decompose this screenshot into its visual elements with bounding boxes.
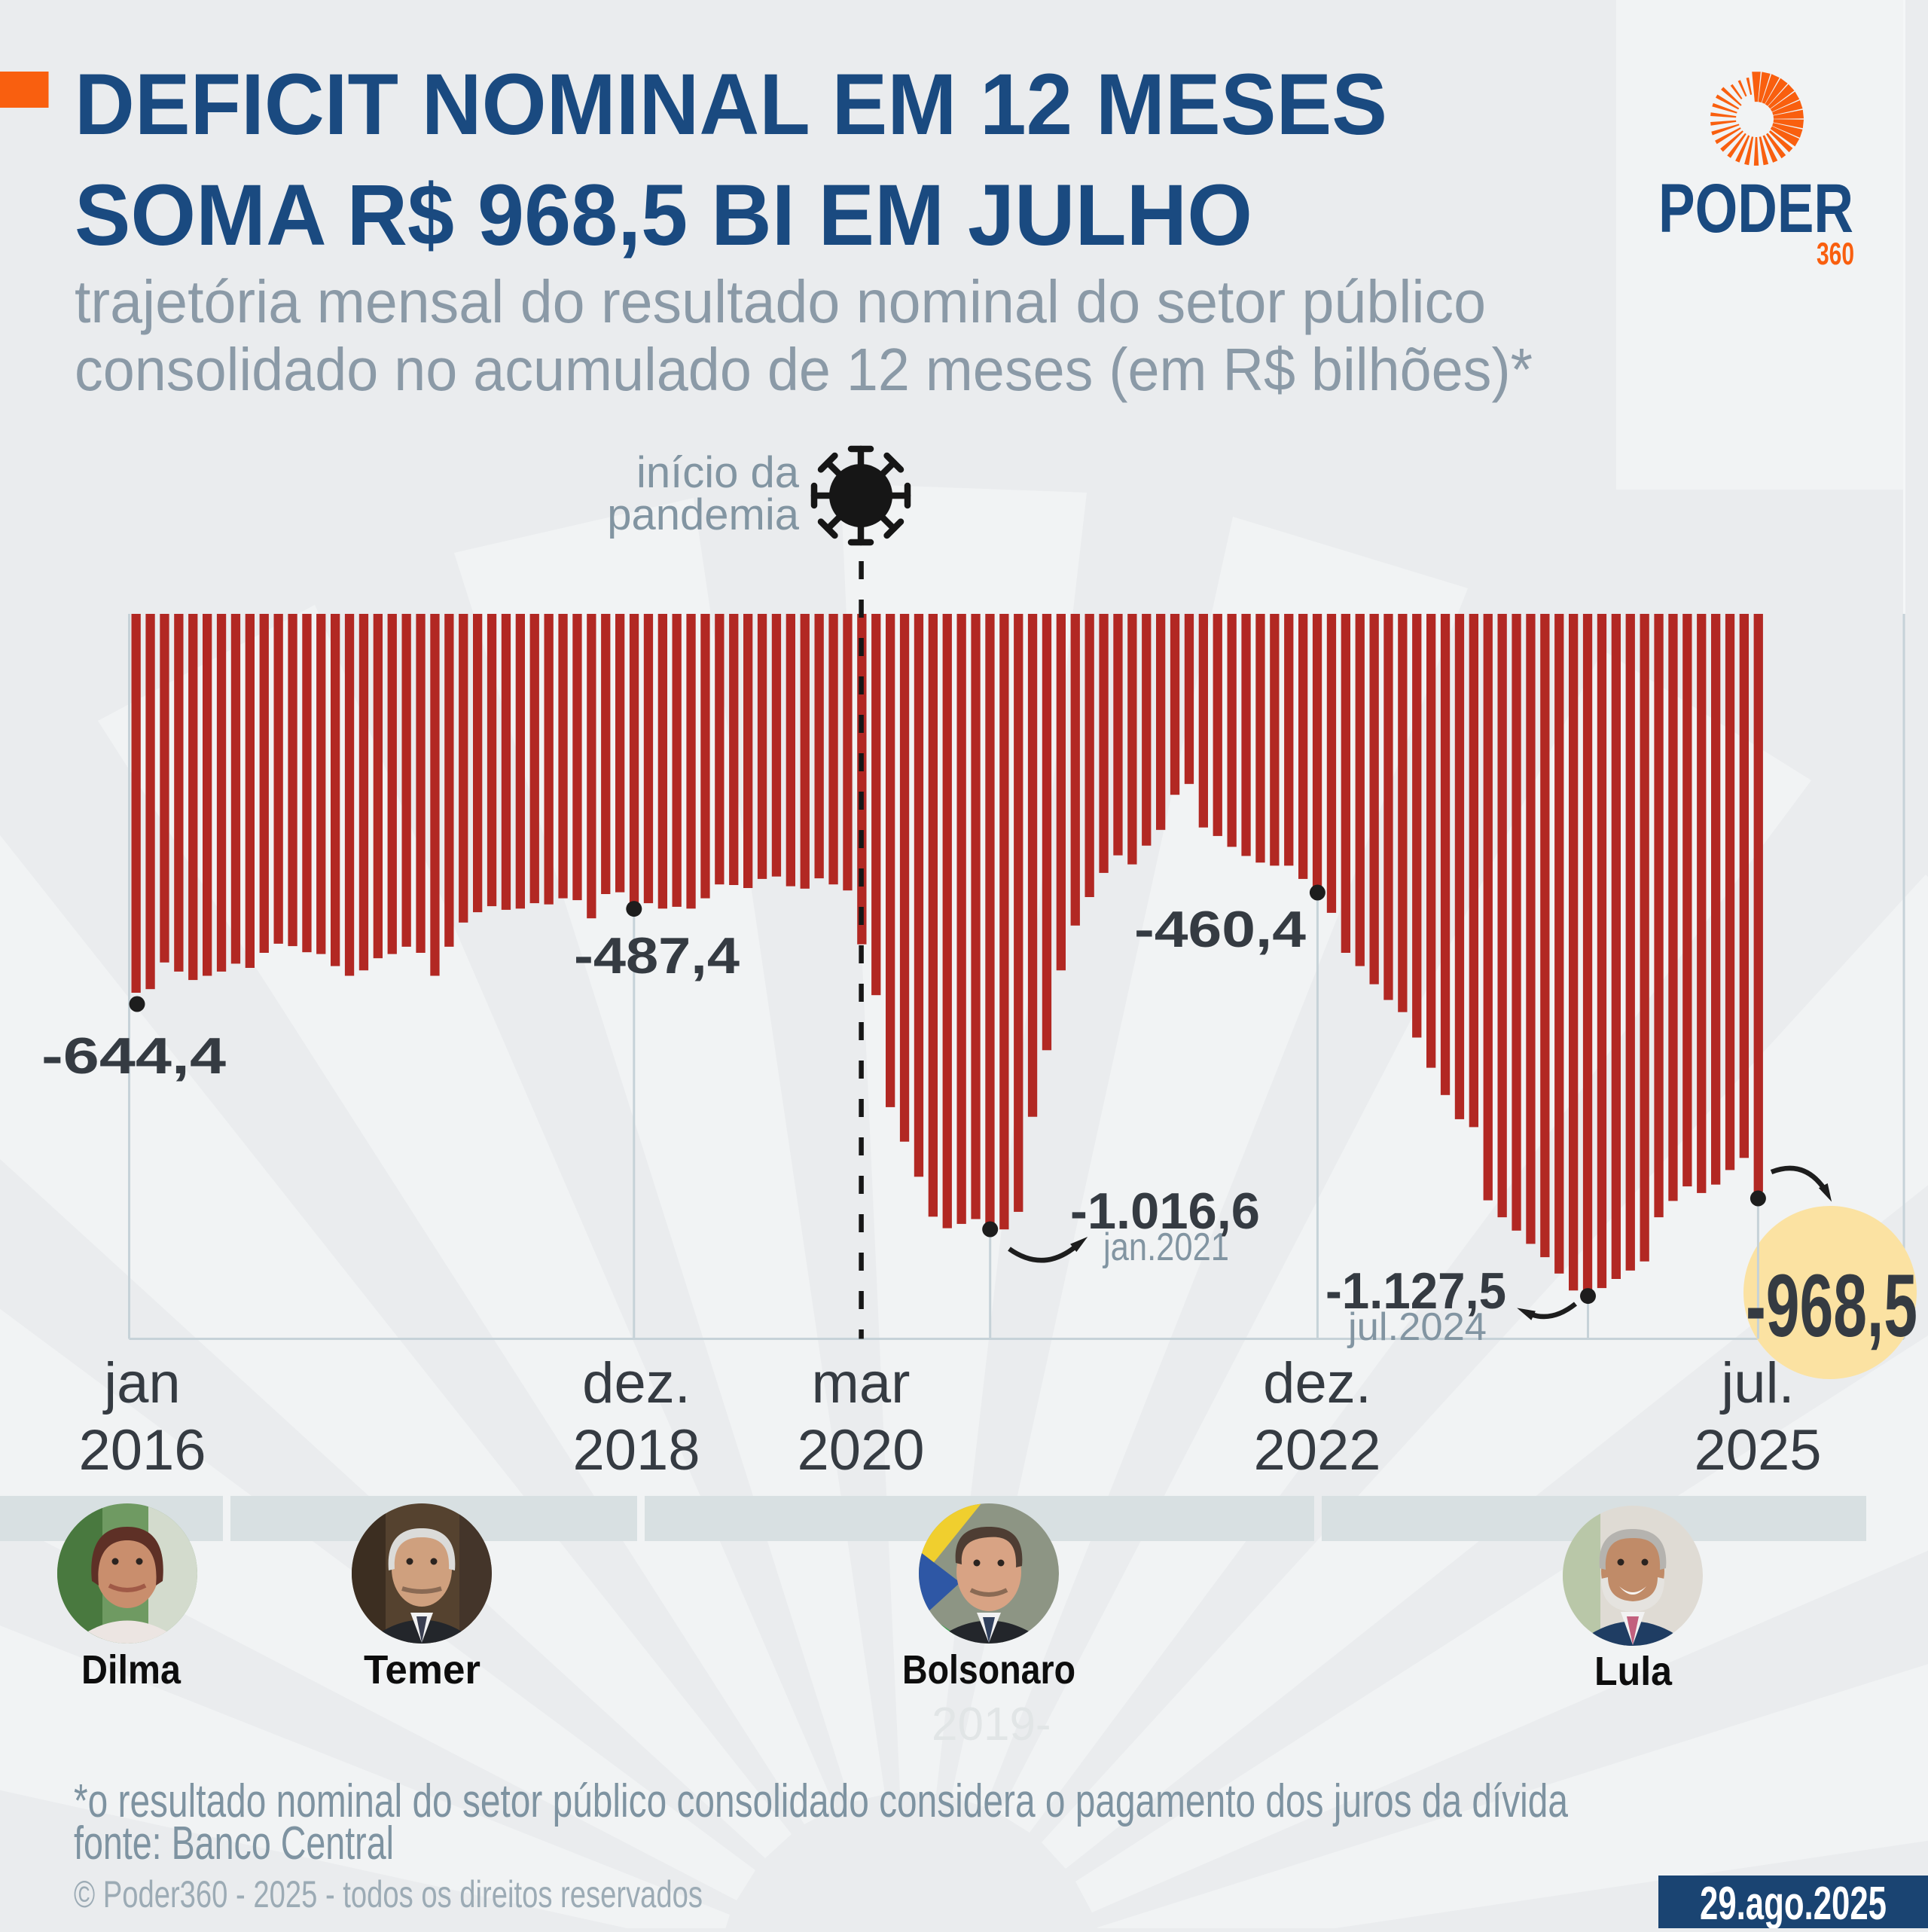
svg-text:360: 360 [1817, 236, 1854, 271]
svg-text:Lula: Lula [1594, 1649, 1673, 1694]
svg-text:jan.2021: jan.2021 [1102, 1225, 1229, 1269]
svg-text:-1.127,5: -1.127,5 [1326, 1262, 1506, 1320]
svg-text:início da: início da [636, 448, 800, 497]
svg-text:Temer: Temer [364, 1647, 480, 1692]
svg-text:jan: jan [102, 1351, 180, 1415]
svg-text:consolidado no acumulado de 12: consolidado no acumulado de 12 meses (em… [75, 336, 1533, 403]
svg-text:SOMA R$ 968,5 BI EM JULHO: SOMA R$ 968,5 BI EM JULHO [75, 167, 1252, 264]
svg-text:dez.: dez. [582, 1351, 691, 1415]
svg-text:-1.016,6: -1.016,6 [1070, 1183, 1260, 1240]
svg-text:2018: 2018 [572, 1418, 700, 1482]
svg-text:-968,5: -968,5 [1746, 1256, 1917, 1356]
svg-text:trajetória mensal do resultado: trajetória mensal do resultado nominal d… [75, 268, 1486, 335]
svg-text:29.ago.2025: 29.ago.2025 [1700, 1878, 1887, 1928]
svg-text:2020: 2020 [797, 1418, 924, 1482]
svg-text:2019-: 2019- [932, 1699, 1051, 1750]
svg-text:fonte: Banco Central: fonte: Banco Central [74, 1818, 394, 1869]
svg-text:© Poder360 - 2025 - todos os d: © Poder360 - 2025 - todos os direitos re… [74, 1873, 703, 1915]
svg-text:DEFICIT NOMINAL EM 12 MESES: DEFICIT NOMINAL EM 12 MESES [75, 56, 1387, 153]
svg-text:2022: 2022 [1253, 1418, 1380, 1482]
svg-text:-487,4: -487,4 [574, 927, 740, 984]
svg-text:mar: mar [812, 1351, 911, 1415]
svg-text:2025: 2025 [1694, 1418, 1821, 1482]
svg-text:-644,4: -644,4 [41, 1027, 226, 1085]
svg-text:Bolsonaro: Bolsonaro [902, 1647, 1075, 1692]
svg-text:*o resultado nominal do setor: *o resultado nominal do setor público co… [74, 1775, 1568, 1827]
svg-text:2016: 2016 [78, 1418, 206, 1482]
svg-text:PODER: PODER [1658, 170, 1853, 247]
svg-text:-460,4: -460,4 [1134, 901, 1306, 958]
svg-text:jul.: jul. [1719, 1351, 1794, 1415]
svg-text:dez.: dez. [1263, 1351, 1371, 1415]
svg-text:pandemia: pandemia [607, 490, 799, 539]
svg-text:jul.2024: jul.2024 [1347, 1305, 1487, 1349]
svg-text:Dilma: Dilma [81, 1647, 182, 1692]
